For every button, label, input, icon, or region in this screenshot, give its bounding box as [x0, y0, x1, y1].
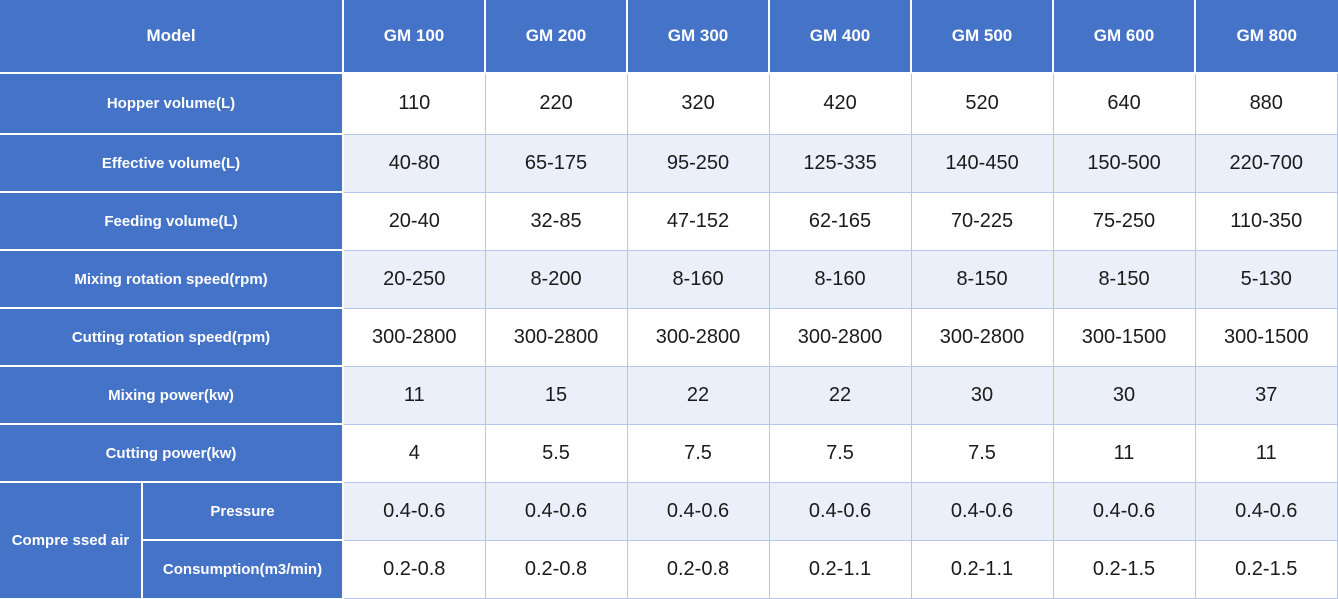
value-cell: 11 [1052, 423, 1196, 483]
value-cell: 140-450 [910, 133, 1054, 193]
table-row-compressed-air-consumption: Consumption(m3/min) 0.2-0.8 0.2-0.8 0.2-… [0, 539, 1338, 599]
value-cell: 0.2-1.1 [910, 539, 1054, 599]
table-row-mixing-rotation-speed: Mixing rotation speed(rpm) 20-250 8-200 … [0, 249, 1338, 309]
value-cell: 40-80 [342, 133, 486, 193]
value-cell: 110-350 [1194, 191, 1338, 251]
value-cell: 0.2-0.8 [342, 539, 486, 599]
row-label-cell: Hopper volume(L) [0, 72, 345, 134]
row-label-cell: Cutting power(kw) [0, 423, 345, 482]
value-cell: 300-2800 [910, 307, 1054, 367]
row-label-cell: Mixing power(kw) [0, 365, 345, 424]
value-cell: 20-250 [342, 249, 486, 309]
row-label-cell: Mixing rotation speed(rpm) [0, 249, 345, 308]
value-cell: 22 [768, 365, 912, 425]
value-cell: 300-2800 [342, 307, 486, 367]
value-cell: 8-150 [1052, 249, 1196, 309]
value-cell: 70-225 [910, 191, 1054, 251]
value-cell: 11 [342, 365, 486, 425]
value-cell: 0.2-0.8 [626, 539, 770, 599]
value-cell: 150-500 [1052, 133, 1196, 193]
value-cell: 62-165 [768, 191, 912, 251]
table-header-row: Model GM 100 GM 200 GM 300 GM 400 GM 500… [0, 0, 1338, 74]
table-row-effective-volume: Effective volume(L) 40-80 65-175 95-250 … [0, 133, 1338, 193]
value-cell: 7.5 [910, 423, 1054, 483]
row-label-cell: Cutting rotation speed(rpm) [0, 307, 345, 366]
value-cell: 300-2800 [484, 307, 628, 367]
value-cell: 0.2-1.1 [768, 539, 912, 599]
value-cell: 32-85 [484, 191, 628, 251]
model-header-cell: GM 600 [1052, 0, 1196, 74]
row-label-cell: Pressure [142, 481, 345, 540]
model-header-cell: GM 500 [910, 0, 1054, 74]
row-label-cell: Feeding volume(L) [0, 191, 345, 250]
value-cell: 300-2800 [626, 307, 770, 367]
value-cell: 300-1500 [1052, 307, 1196, 367]
table-row-compressed-air-pressure: Compre ssed air Pressure 0.4-0.6 0.4-0.6… [0, 481, 1338, 598]
table-row-cutting-rotation-speed: Cutting rotation speed(rpm) 300-2800 300… [0, 307, 1338, 367]
value-cell: 5-130 [1194, 249, 1338, 309]
value-cell: 30 [910, 365, 1054, 425]
value-cell: 11 [1194, 423, 1338, 483]
value-cell: 5.5 [484, 423, 628, 483]
value-cell: 640 [1052, 72, 1196, 135]
value-cell: 0.2-0.8 [484, 539, 628, 599]
table-row-cutting-power: Cutting power(kw) 4 5.5 7.5 7.5 7.5 11 1… [0, 423, 1338, 483]
value-cell: 8-200 [484, 249, 628, 309]
value-cell: 0.4-0.6 [484, 481, 628, 541]
value-cell: 15 [484, 365, 628, 425]
value-cell: 110 [342, 72, 486, 135]
value-cell: 125-335 [768, 133, 912, 193]
value-cell: 22 [626, 365, 770, 425]
value-cell: 0.4-0.6 [1052, 481, 1196, 541]
row-label-cell: Effective volume(L) [0, 133, 345, 192]
model-header-cell: GM 100 [342, 0, 486, 74]
value-cell: 47-152 [626, 191, 770, 251]
value-cell: 420 [768, 72, 912, 135]
model-header-cell: GM 400 [768, 0, 912, 74]
table-row-feeding-volume: Feeding volume(L) 20-40 32-85 47-152 62-… [0, 191, 1338, 251]
value-cell: 8-160 [626, 249, 770, 309]
row-label-cell: Consumption(m3/min) [142, 539, 345, 598]
value-cell: 37 [1194, 365, 1338, 425]
value-cell: 0.2-1.5 [1052, 539, 1196, 599]
table-row-hopper-volume: Hopper volume(L) 110 220 320 420 520 640… [0, 72, 1338, 135]
value-cell: 220 [484, 72, 628, 135]
value-cell: 95-250 [626, 133, 770, 193]
value-cell: 7.5 [626, 423, 770, 483]
compressed-air-group-cell: Compre ssed air [0, 481, 143, 598]
value-cell: 0.4-0.6 [768, 481, 912, 541]
value-cell: 320 [626, 72, 770, 135]
value-cell: 65-175 [484, 133, 628, 193]
model-header-cell: GM 800 [1194, 0, 1338, 74]
value-cell: 0.4-0.6 [910, 481, 1054, 541]
value-cell: 75-250 [1052, 191, 1196, 251]
value-cell: 880 [1194, 72, 1338, 135]
value-cell: 0.4-0.6 [1194, 481, 1338, 541]
value-cell: 30 [1052, 365, 1196, 425]
model-header-cell: GM 200 [484, 0, 628, 74]
value-cell: 20-40 [342, 191, 486, 251]
value-cell: 0.2-1.5 [1194, 539, 1338, 599]
value-cell: 0.4-0.6 [626, 481, 770, 541]
value-cell: 300-1500 [1194, 307, 1338, 367]
value-cell: 0.4-0.6 [342, 481, 486, 541]
model-corner-cell: Model [0, 0, 344, 74]
value-cell: 300-2800 [768, 307, 912, 367]
value-cell: 520 [910, 72, 1054, 135]
value-cell: 7.5 [768, 423, 912, 483]
model-header-cell: GM 300 [626, 0, 770, 74]
value-cell: 220-700 [1194, 133, 1338, 193]
table-row-mixing-power: Mixing power(kw) 11 15 22 22 30 30 37 [0, 365, 1338, 425]
value-cell: 8-160 [768, 249, 912, 309]
value-cell: 4 [342, 423, 486, 483]
value-cell: 8-150 [910, 249, 1054, 309]
